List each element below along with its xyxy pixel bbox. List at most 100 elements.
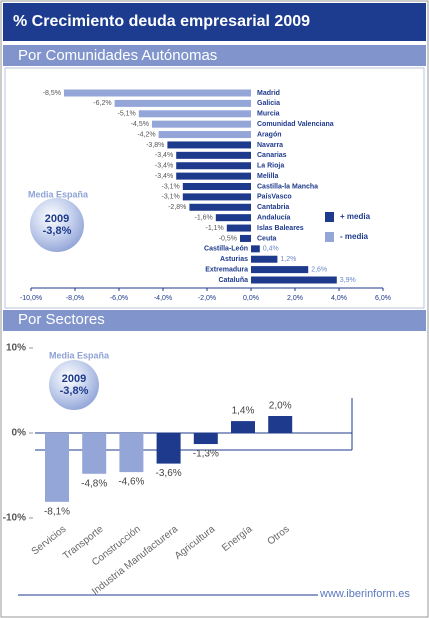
x-tick-label: -10,0% [20,295,42,302]
bar [182,193,251,201]
bar [226,224,251,232]
bar [193,433,218,445]
category-label: Extremadura [205,266,248,273]
bar [156,433,181,464]
footer: www.iberinform.es [319,588,410,600]
bar [240,234,251,242]
category-label: Castilla-León [204,246,248,253]
value-label: -3,8% [146,142,164,149]
bar [64,89,251,97]
bar [251,245,260,253]
subtitle: Por Comunidades Autónomas [18,47,217,64]
value-label: -4,6% [118,477,144,488]
subtitle-bar [3,310,426,331]
category-label: Navarra [257,142,283,149]
legend-swatch [325,212,334,222]
legend-swatch [325,232,334,242]
annotation-year: 2009 [62,373,86,385]
bar [189,203,251,211]
bar [114,99,251,107]
bar [251,266,309,274]
bar [158,131,251,139]
y-tick-label: 10% [6,343,26,354]
value-label: -8,5% [43,90,61,97]
value-label: 2,0% [269,401,292,412]
bar [176,162,251,170]
value-label: -3,1% [162,194,180,201]
bar [251,255,278,263]
category-label: Melilla [257,173,279,180]
category-label: Aragón [257,131,282,138]
value-label: -1,1% [206,225,224,232]
category-label: Castilla-la Mancha [257,183,318,190]
value-label: -4,2% [137,131,155,138]
value-label: 3,9% [340,277,356,284]
value-label: 0,4% [263,246,279,253]
bar [215,214,251,222]
x-tick-label: -8,0% [66,295,84,302]
category-label: Cataluña [218,277,248,284]
category-label: Asturias [220,256,248,263]
panel [4,67,425,309]
category-label: Madrid [257,90,280,97]
category-label: Galicia [257,100,280,107]
bar [119,433,144,473]
x-tick-label: -6,0% [110,295,128,302]
annotation-year: 2009 [45,213,69,225]
value-label: -0,5% [219,235,237,242]
category-label: Cantabria [257,204,289,211]
x-tick-label: 6,0% [375,295,391,302]
value-label: -6,2% [93,100,111,107]
legend-label: + media [340,212,371,221]
title-bar [3,3,426,41]
category-label: Andalucía [257,215,291,222]
value-label: -2,8% [168,204,186,211]
bar [182,183,251,190]
value-label: 2,6% [311,266,327,273]
category-label: La Rioja [257,163,284,170]
category-label: Canarias [257,152,287,159]
subtitle-bar [3,45,426,66]
annotation-value: -3,8% [60,385,89,397]
bar [251,276,337,284]
category-label: Ceuta [257,235,277,242]
value-label: -3,1% [162,183,180,190]
value-label: -3,4% [155,173,173,180]
x-tick-label: 4,0% [331,295,347,302]
annotation-label: Media España [49,350,110,360]
subtitle: Por Sectores [18,311,105,328]
bar [45,433,69,502]
category-label: PaísVasco [257,194,292,201]
category-label: Islas Baleares [257,225,304,232]
value-label: -1,3% [193,449,219,460]
value-label: -3,4% [155,152,173,159]
value-label: -3,6% [156,468,182,479]
category-label: Murcia [257,111,280,118]
bar [176,172,251,180]
value-label: -1,6% [195,215,213,222]
bar [268,416,293,433]
y-tick-label: -10% [3,513,26,524]
bar [82,433,107,474]
x-tick-label: -4,0% [154,295,172,302]
value-label: -4,8% [81,478,107,489]
bar [167,141,251,149]
x-tick-label: -2,0% [198,295,216,302]
title: % Crecimiento deuda empresarial 2009 [13,13,310,30]
y-tick-label: 0% [12,428,27,439]
x-tick-label: 0,0% [243,295,259,302]
value-label: -8,1% [44,506,70,517]
bar [152,120,251,128]
value-label: 1,2% [280,256,296,263]
bar [231,421,255,433]
annotation-value: -3,8% [43,225,72,237]
value-label: 1,4% [232,406,255,417]
annotation-label: Media España [28,189,89,199]
value-label: -3,4% [155,163,173,170]
x-tick-label: 2,0% [287,295,303,302]
bubble [49,360,99,410]
bar [138,110,251,118]
category-label: Comunidad Valenciana [257,121,334,128]
legend-label: - media [340,232,369,241]
